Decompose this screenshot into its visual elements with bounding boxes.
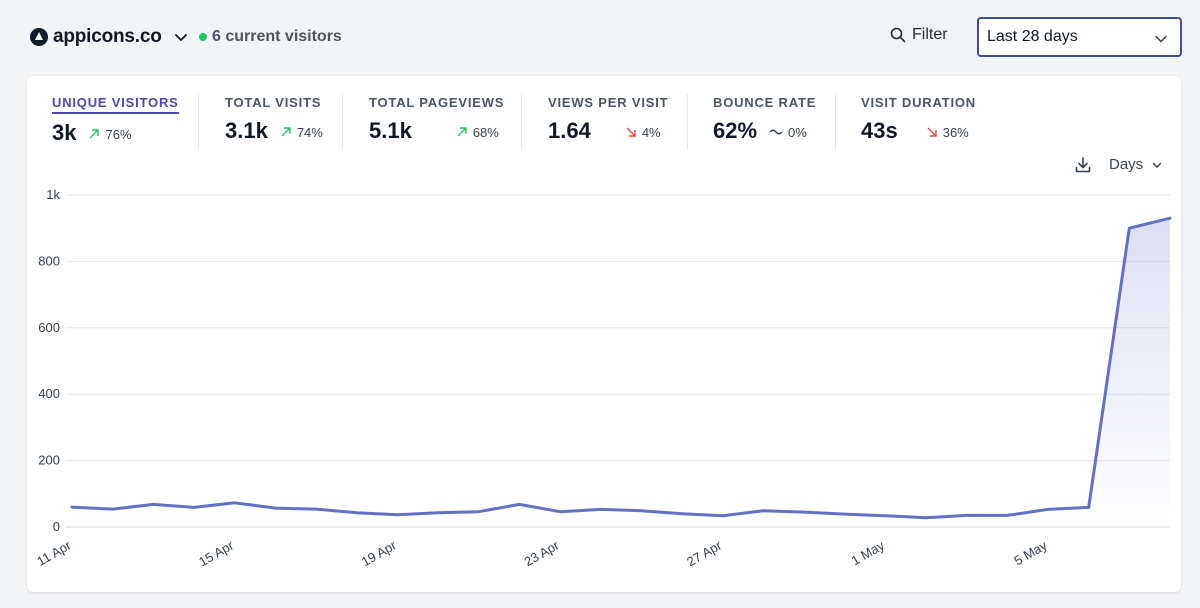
metric-divider <box>521 94 522 150</box>
arrow-down-right-icon <box>626 127 636 137</box>
y-tick-label: 0 <box>53 519 60 534</box>
metric-total-visits[interactable]: TOTAL VISITS 3.1k 74% <box>225 94 323 144</box>
metric-label: TOTAL VISITS <box>225 95 322 110</box>
metric-label: VIEWS PER VISIT <box>548 95 669 110</box>
metric-change-value: 4% <box>641 124 661 140</box>
metric-divider <box>198 94 199 150</box>
metric-value: 3.1k <box>225 118 268 143</box>
arrow-up-right-icon <box>281 127 291 137</box>
metric-change-value: 68% <box>472 124 499 140</box>
x-tick-label: 1 May <box>849 537 888 568</box>
x-tick-label: 19 Apr <box>359 537 400 569</box>
metric-unique-visitors[interactable]: UNIQUE VISITORS 3k 76% <box>52 94 179 146</box>
metric-value: 62% <box>713 118 758 143</box>
y-tick-label: 400 <box>38 386 60 401</box>
chevron-down-icon <box>1152 162 1162 168</box>
site-logo-icon <box>30 28 48 46</box>
metric-total-pageviews[interactable]: TOTAL PAGEVIEWS 5.1k 68% <box>369 94 504 144</box>
x-tick-label: 15 Apr <box>196 537 237 569</box>
metric-change-value: 76% <box>105 126 132 142</box>
metric-change: 0% <box>769 125 807 140</box>
site-name: appicons.co <box>53 26 162 47</box>
y-tick-label: 800 <box>38 253 60 268</box>
x-tick-label: 27 Apr <box>684 537 725 569</box>
metric-value: 5.1k <box>369 118 412 143</box>
metric-divider <box>835 94 836 150</box>
site-switcher[interactable]: appicons.co <box>30 26 188 48</box>
metric-change: 76% <box>88 126 132 142</box>
arrow-up-right-icon <box>457 127 467 137</box>
metric-views-per-visit[interactable]: VIEWS PER VISIT 1.64 4% <box>548 94 668 144</box>
tilde-flat-icon <box>769 129 783 135</box>
y-tick-label: 1k <box>46 187 60 202</box>
current-visitors[interactable]: 6 current visitors <box>199 28 342 46</box>
filter-label: Filter <box>912 26 948 43</box>
x-tick-label: 23 Apr <box>521 537 562 569</box>
metric-change: 36% <box>926 125 969 140</box>
metric-change-value: 36% <box>942 124 969 140</box>
metric-change: 74% <box>280 125 323 140</box>
metric-divider <box>687 94 688 150</box>
search-icon <box>890 27 906 43</box>
metric-change: 68% <box>456 125 499 140</box>
metric-visit-duration[interactable]: VISIT DURATION 43s 36% <box>861 94 976 144</box>
metric-label: BOUNCE RATE <box>713 95 817 110</box>
metric-value: 1.64 <box>548 118 591 143</box>
x-tick-label: 5 May <box>1011 537 1050 568</box>
chevron-down-icon <box>174 34 187 41</box>
metric-divider <box>342 94 343 150</box>
x-tick-label: 11 Apr <box>34 537 74 569</box>
stats-card: UNIQUE VISITORS 3k 76% TOTAL VISITS 3.1k… <box>27 76 1181 592</box>
metric-label: UNIQUE VISITORS <box>52 95 179 114</box>
current-visitors-label: 6 current visitors <box>212 28 342 45</box>
arrow-up-right-icon <box>89 129 100 139</box>
period-label: Last 28 days <box>987 28 1078 45</box>
metric-value: 3k <box>52 120 77 145</box>
metric-label: TOTAL PAGEVIEWS <box>369 95 505 110</box>
interval-select[interactable]: Days <box>1109 156 1163 173</box>
y-tick-label: 600 <box>38 320 60 335</box>
metric-change: 4% <box>625 125 661 140</box>
series-area <box>72 218 1170 527</box>
arrow-down-right-icon <box>927 127 937 137</box>
series-line[interactable] <box>70 216 1172 520</box>
top-bar: appicons.co 6 current visitors Filter La… <box>0 0 1200 76</box>
metric-label: VISIT DURATION <box>861 95 976 110</box>
filter-button[interactable]: Filter <box>890 26 948 44</box>
y-tick-label: 200 <box>38 453 60 468</box>
period-select[interactable]: Last 28 days <box>977 17 1182 57</box>
metric-value: 43s <box>861 118 898 143</box>
download-icon[interactable] <box>1074 156 1092 174</box>
live-dot-icon <box>199 33 207 41</box>
metric-change-value: 74% <box>296 124 323 140</box>
metric-bounce-rate[interactable]: BOUNCE RATE 62% 0% <box>713 94 816 144</box>
interval-label: Days <box>1109 156 1144 173</box>
chevron-down-icon <box>1155 35 1167 43</box>
metric-change-value: 0% <box>788 124 807 140</box>
